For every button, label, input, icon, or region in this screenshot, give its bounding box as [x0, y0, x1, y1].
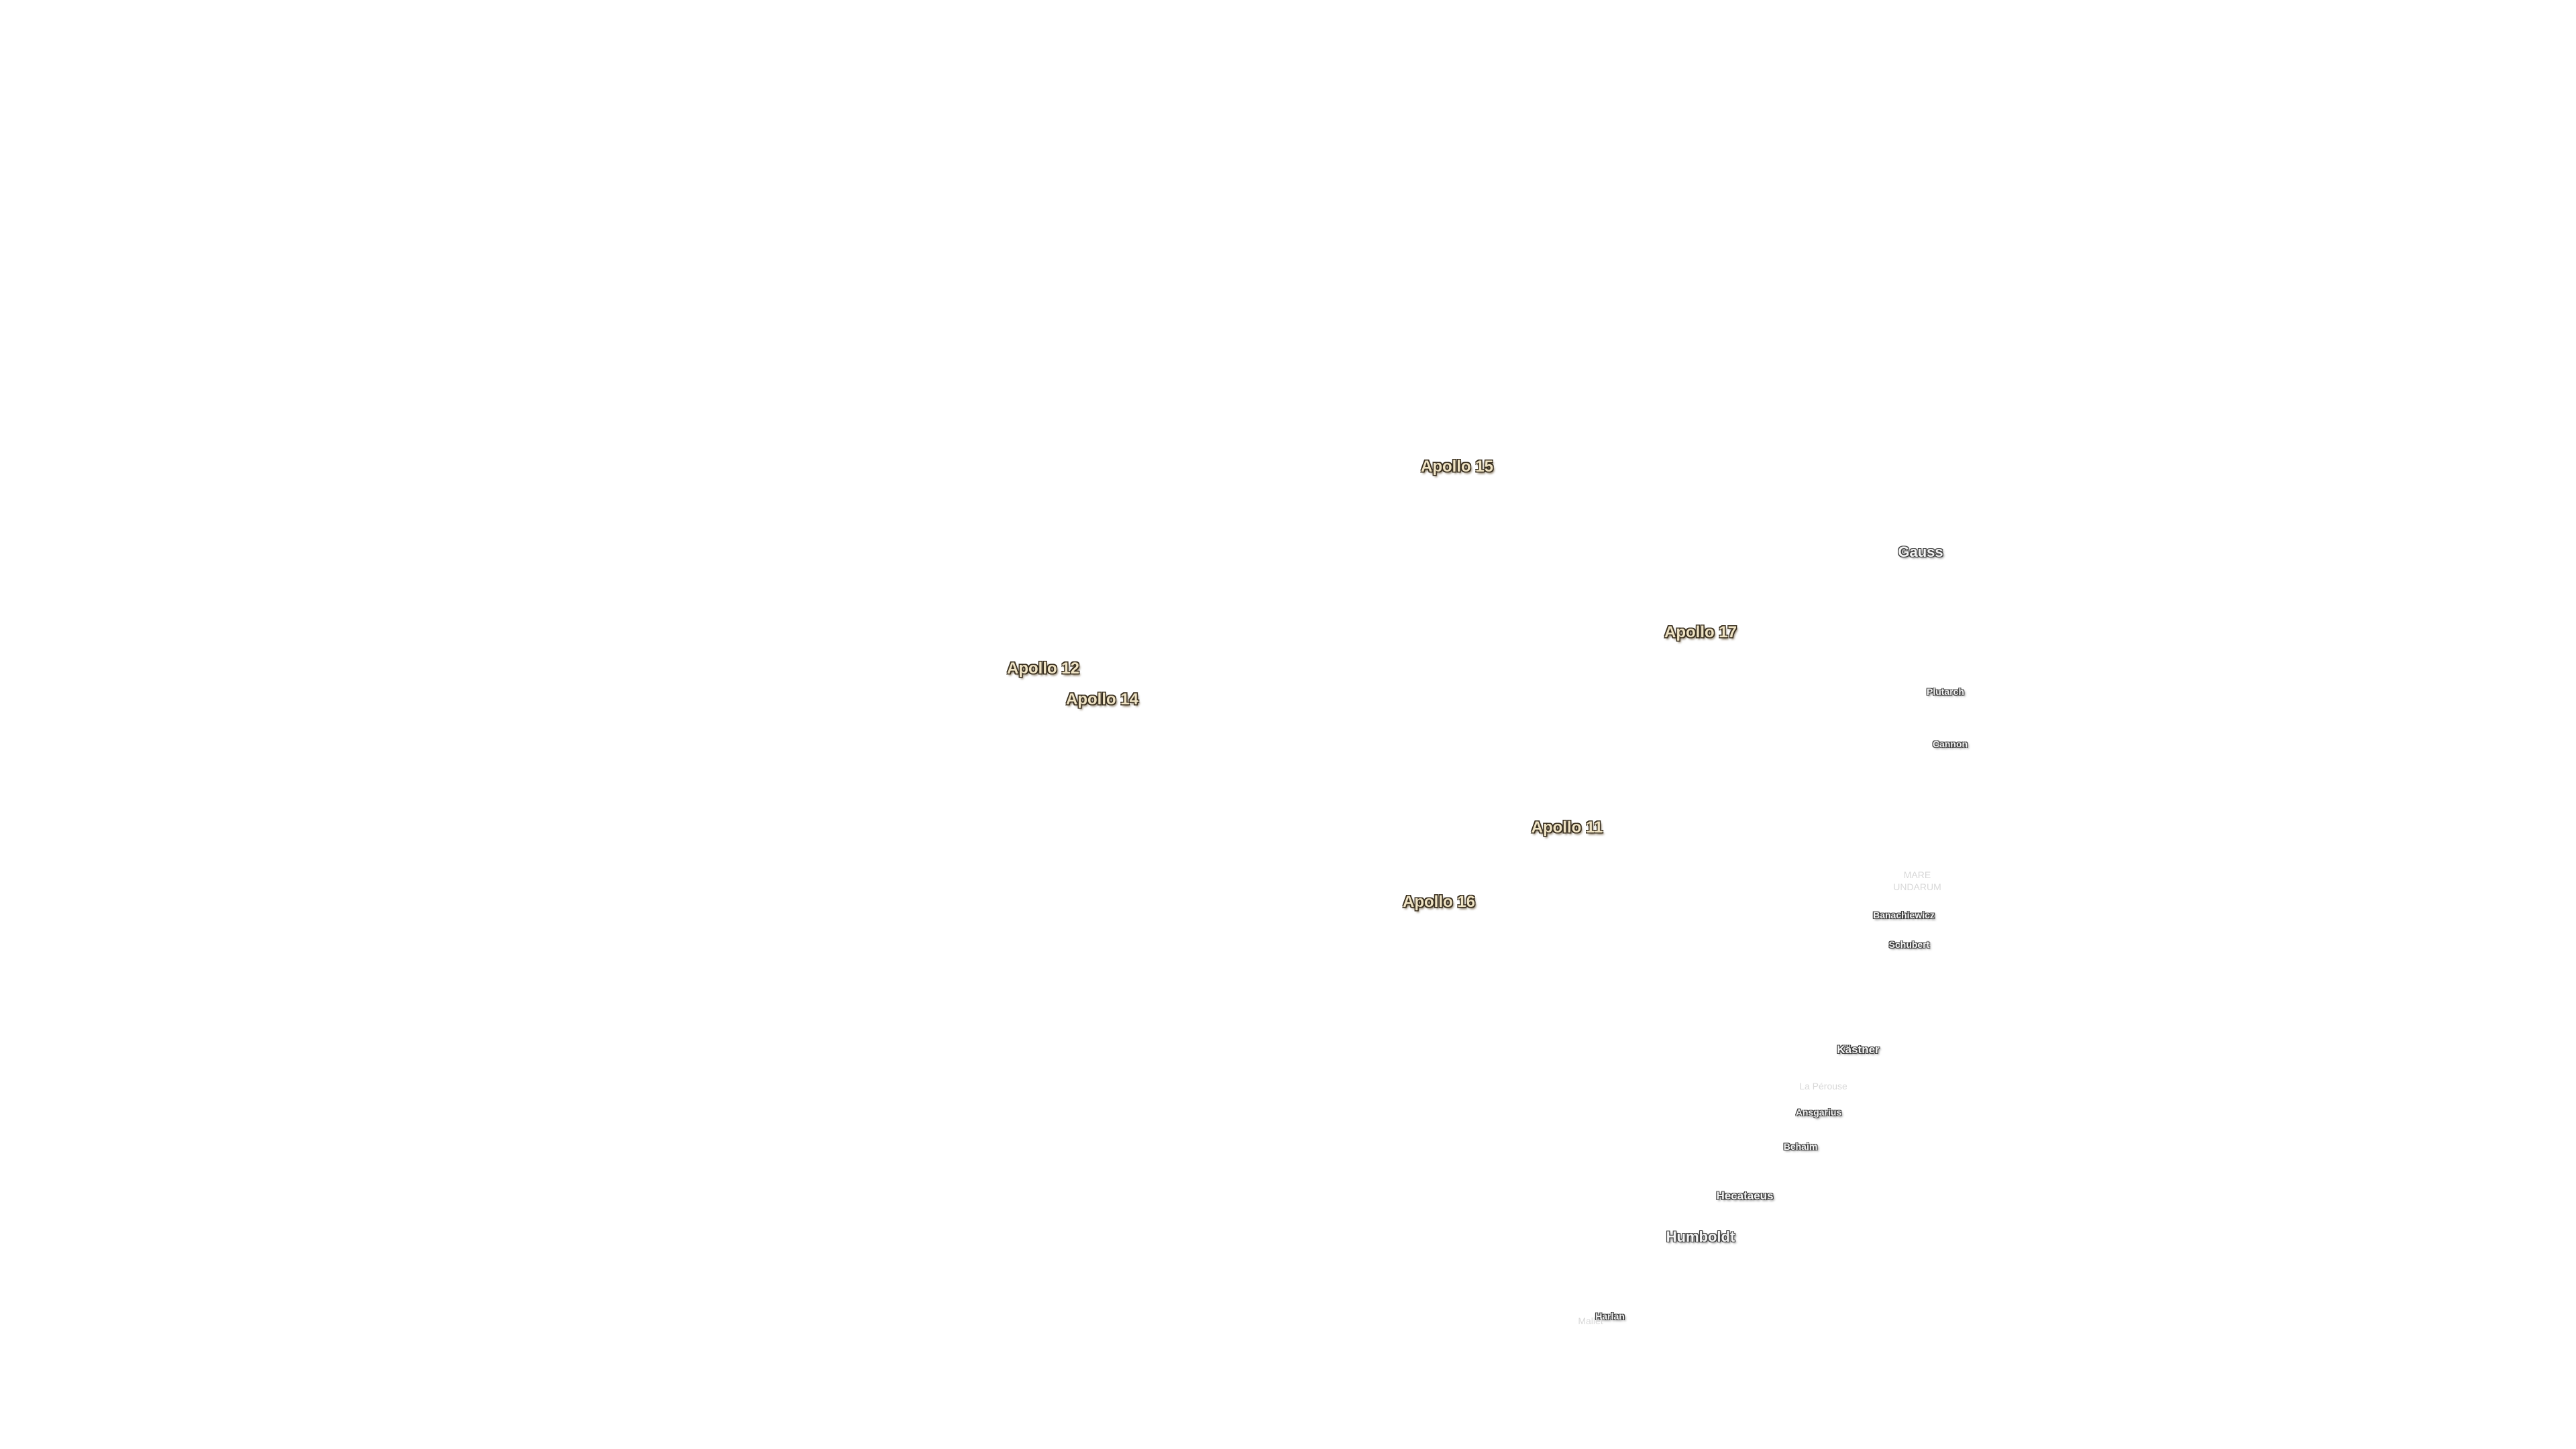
crater-label[interactable]: Plutarch [1926, 686, 1965, 697]
crater-label[interactable]: Humboldt [1666, 1228, 1735, 1245]
site-label[interactable]: Apollo 14 [1065, 690, 1139, 708]
crater-label[interactable]: Schubert [1888, 939, 1930, 950]
crater-label[interactable]: Banachiewicz [1873, 910, 1935, 920]
mare-label[interactable]: MARE UNDARUM [1893, 869, 1941, 893]
crater-label[interactable]: Hecataeus [1716, 1189, 1774, 1202]
crater-label[interactable]: Behaim [1783, 1141, 1818, 1152]
site-label[interactable]: Apollo 12 [1006, 659, 1080, 678]
site-label[interactable]: Apollo 16 [1402, 893, 1476, 911]
crater-label[interactable]: Gauss [1898, 543, 1943, 560]
crater-label[interactable]: Cannon [1932, 739, 1968, 749]
site-label[interactable]: Apollo 11 [1531, 818, 1603, 837]
crater-label[interactable]: Kästner [1837, 1043, 1880, 1056]
site-label[interactable]: Apollo 15 [1420, 458, 1494, 476]
crater-label[interactable]: Harlan [1595, 1311, 1625, 1322]
crater-label-faint[interactable]: Mallet [1578, 1316, 1603, 1326]
site-label[interactable]: Apollo 17 [1664, 623, 1737, 641]
mare-label-line: UNDARUM [1893, 881, 1941, 892]
crater-label[interactable]: Ansgarius [1795, 1107, 1842, 1118]
crater-label-faint[interactable]: La Pérouse [1799, 1081, 1847, 1091]
mare-label-line: MARE [1903, 869, 1931, 880]
